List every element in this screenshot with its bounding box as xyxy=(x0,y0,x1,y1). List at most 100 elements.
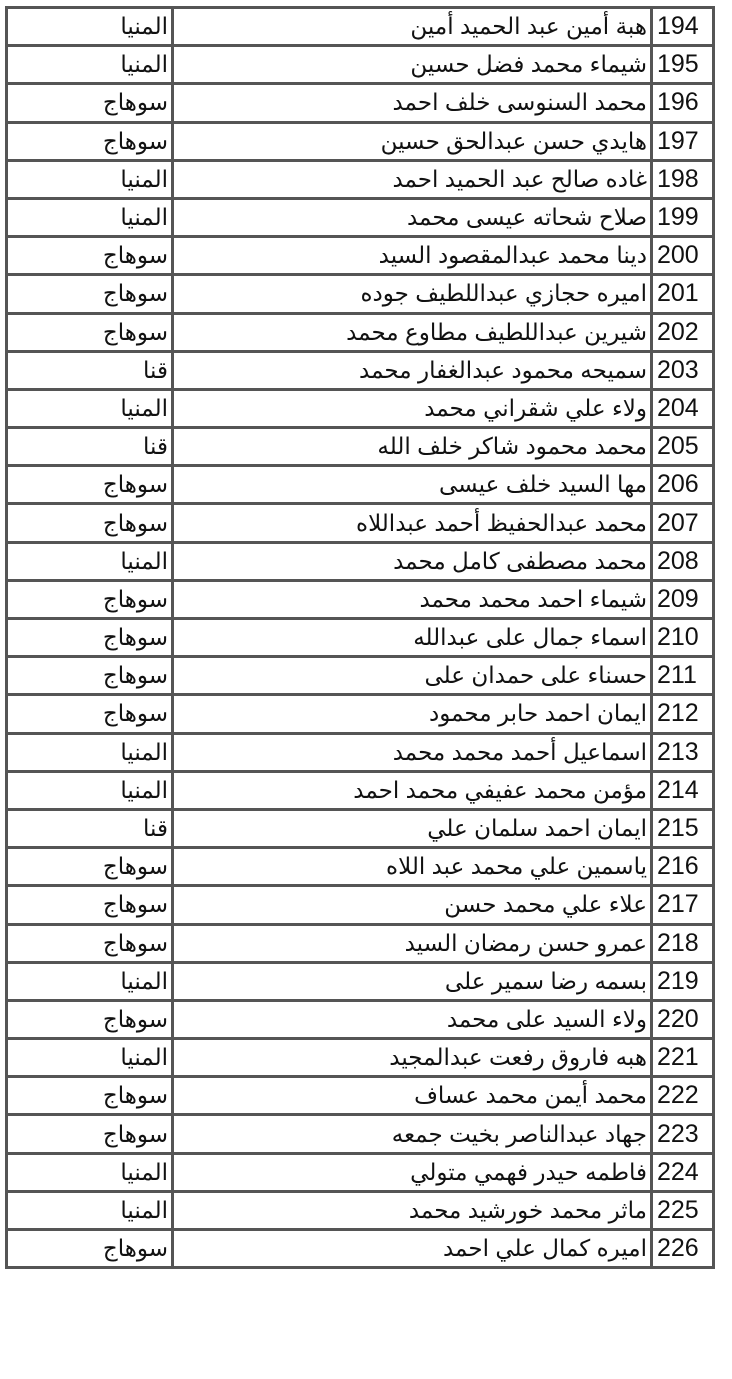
person-name: محمد السنوسى خلف احمد xyxy=(171,82,653,124)
person-name: هايدي حسن عبدالحق حسين xyxy=(171,120,653,162)
governorate: سوهاج xyxy=(5,311,174,353)
table-row: 210 اسماء جمال على عبدالله سوهاج xyxy=(5,616,715,659)
row-number: 208 xyxy=(650,540,715,582)
row-number: 215 xyxy=(650,807,715,850)
table-row: 224 فاطمه حيدر فهمي متولي المنيا xyxy=(5,1151,715,1193)
row-number: 223 xyxy=(650,1113,715,1155)
person-name: محمد محمود شاكر خلف الله xyxy=(171,426,653,468)
table-row: 226 اميره كمال علي احمد سوهاج xyxy=(5,1227,715,1270)
table-row: 215 ايمان احمد سلمان علي قنا xyxy=(5,807,715,850)
person-name: اميره حجازي عبداللطيف جوده xyxy=(171,273,653,315)
table-row: 195 شيماء محمد فضل حسين المنيا xyxy=(5,44,715,86)
governorate: سوهاج xyxy=(5,82,174,124)
governorate: سوهاج xyxy=(5,502,174,544)
person-name: محمد مصطفى كامل محمد xyxy=(171,540,653,582)
person-name: اسماء جمال على عبدالله xyxy=(171,616,653,659)
table-row: 200 دينا محمد عبدالمقصود السيد سوهاج xyxy=(5,235,715,277)
governorate: المنيا xyxy=(5,44,174,86)
person-name: سميحه محمود عبدالغفار محمد xyxy=(171,349,653,391)
person-name: فاطمه حيدر فهمي متولي xyxy=(171,1151,653,1193)
governorate: سوهاج xyxy=(5,693,174,735)
table-row: 216 ياسمين علي محمد عبد اللاه سوهاج xyxy=(5,846,715,888)
governorate: المنيا xyxy=(5,387,174,430)
row-number: 209 xyxy=(650,578,715,621)
governorate: المنيا xyxy=(5,5,174,48)
table-row: 220 ولاء السيد على محمد سوهاج xyxy=(5,998,715,1041)
table-row: 202 شيرين عبداللطيف مطاوع محمد سوهاج xyxy=(5,311,715,353)
row-number: 216 xyxy=(650,846,715,888)
governorate: سوهاج xyxy=(5,846,174,888)
person-name: جهاد عبدالناصر بخيت جمعه xyxy=(171,1113,653,1155)
governorate: المنيا xyxy=(5,1189,174,1232)
table-row: 207 محمد عبدالحفيظ أحمد عبداللاه سوهاج xyxy=(5,502,715,544)
row-number: 196 xyxy=(650,82,715,124)
governorate: المنيا xyxy=(5,960,174,1002)
row-number: 219 xyxy=(650,960,715,1002)
table-row: 206 مها السيد خلف عيسى سوهاج xyxy=(5,464,715,506)
table-row: 194 هبة أمين عبد الحميد أمين المنيا xyxy=(5,5,715,48)
row-number: 201 xyxy=(650,273,715,315)
table-row: 197 هايدي حسن عبدالحق حسين سوهاج xyxy=(5,120,715,162)
row-number: 226 xyxy=(650,1227,715,1270)
governorate: سوهاج xyxy=(5,616,174,659)
row-number: 211 xyxy=(650,655,715,697)
governorate: قنا xyxy=(5,349,174,391)
table-row: 208 محمد مصطفى كامل محمد المنيا xyxy=(5,540,715,582)
names-table: 194 هبة أمين عبد الحميد أمين المنيا 195 شيما… xyxy=(5,5,715,1270)
person-name: محمد أيمن محمد عساف xyxy=(171,1075,653,1117)
table-row: 199 صلاح شحاته عيسى محمد المنيا xyxy=(5,196,715,239)
person-name: حسناء على حمدان على xyxy=(171,655,653,697)
row-number: 197 xyxy=(650,120,715,162)
table-row: 218 عمرو حسن رمضان السيد سوهاج xyxy=(5,922,715,964)
person-name: ايمان احمد حابر محمود xyxy=(171,693,653,735)
table-row: 198 غاده صالح عبد الحميد احمد المنيا xyxy=(5,158,715,200)
person-name: صلاح شحاته عيسى محمد xyxy=(171,196,653,239)
governorate: المنيا xyxy=(5,196,174,239)
governorate: سوهاج xyxy=(5,884,174,926)
governorate: المنيا xyxy=(5,1037,174,1079)
row-number: 222 xyxy=(650,1075,715,1117)
table-row: 222 محمد أيمن محمد عساف سوهاج xyxy=(5,1075,715,1117)
row-number: 224 xyxy=(650,1151,715,1193)
table-row: 214 مؤمن محمد عفيفي محمد احمد المنيا xyxy=(5,769,715,811)
person-name: غاده صالح عبد الحميد احمد xyxy=(171,158,653,200)
row-number: 195 xyxy=(650,44,715,86)
row-number: 202 xyxy=(650,311,715,353)
row-number: 213 xyxy=(650,731,715,773)
row-number: 198 xyxy=(650,158,715,200)
row-number: 212 xyxy=(650,693,715,735)
person-name: ماثر محمد خورشيد محمد xyxy=(171,1189,653,1232)
person-name: هبة أمين عبد الحميد أمين xyxy=(171,5,653,48)
person-name: عمرو حسن رمضان السيد xyxy=(171,922,653,964)
person-name: اميره كمال علي احمد xyxy=(171,1227,653,1270)
table-row: 223 جهاد عبدالناصر بخيت جمعه سوهاج xyxy=(5,1113,715,1155)
person-name: مؤمن محمد عفيفي محمد احمد xyxy=(171,769,653,811)
person-name: دينا محمد عبدالمقصود السيد xyxy=(171,235,653,277)
table-body: 194 هبة أمين عبد الحميد أمين المنيا 195 شيما… xyxy=(5,5,715,1270)
table-row: 209 شيماء احمد محمد محمد سوهاج xyxy=(5,578,715,621)
governorate: سوهاج xyxy=(5,998,174,1041)
person-name: شيماء احمد محمد محمد xyxy=(171,578,653,621)
person-name: ولاء علي شقراني محمد xyxy=(171,387,653,430)
table-row: 201 اميره حجازي عبداللطيف جوده سوهاج xyxy=(5,273,715,315)
table-row: 221 هبه فاروق رفعت عبدالمجيد المنيا xyxy=(5,1037,715,1079)
row-number: 225 xyxy=(650,1189,715,1232)
row-number: 199 xyxy=(650,196,715,239)
row-number: 194 xyxy=(650,5,715,48)
governorate: سوهاج xyxy=(5,273,174,315)
governorate: سوهاج xyxy=(5,120,174,162)
row-number: 210 xyxy=(650,616,715,659)
governorate: سوهاج xyxy=(5,1113,174,1155)
person-name: ولاء السيد على محمد xyxy=(171,998,653,1041)
governorate: سوهاج xyxy=(5,235,174,277)
row-number: 200 xyxy=(650,235,715,277)
governorate: سوهاج xyxy=(5,655,174,697)
row-number: 204 xyxy=(650,387,715,430)
person-name: شيرين عبداللطيف مطاوع محمد xyxy=(171,311,653,353)
row-number: 217 xyxy=(650,884,715,926)
governorate: المنيا xyxy=(5,540,174,582)
person-name: اسماعيل أحمد محمد محمد xyxy=(171,731,653,773)
table-row: 225 ماثر محمد خورشيد محمد المنيا xyxy=(5,1189,715,1232)
person-name: مها السيد خلف عيسى xyxy=(171,464,653,506)
governorate: المنيا xyxy=(5,731,174,773)
